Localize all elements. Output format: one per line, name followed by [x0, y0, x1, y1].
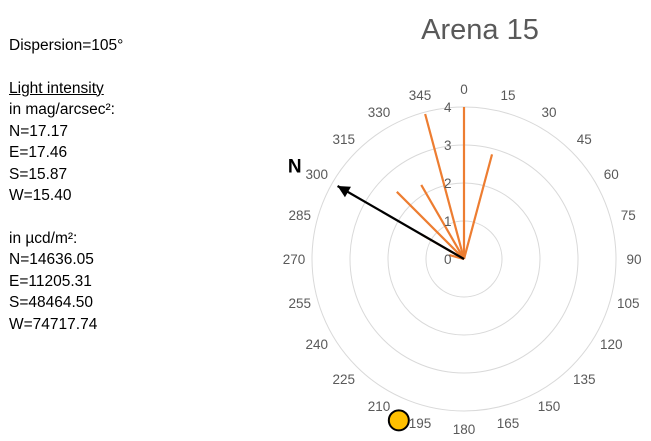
- angle-tick-285: 285: [289, 208, 312, 223]
- angle-tick-150: 150: [538, 399, 561, 414]
- spoke-315: [396, 191, 465, 260]
- angle-tick-45: 45: [577, 132, 592, 147]
- angle-tick-315: 315: [333, 132, 356, 147]
- angle-tick-165: 165: [497, 416, 520, 431]
- angle-tick-345: 345: [409, 88, 432, 103]
- angle-tick-330: 330: [368, 105, 391, 120]
- angle-tick-30: 30: [541, 105, 556, 120]
- radial-tick-3: 3: [444, 138, 452, 153]
- north-label: N: [288, 157, 302, 178]
- ucd-value-n: N=14636.05: [9, 251, 94, 268]
- north-arrow: N: [288, 157, 465, 260]
- angle-tick-15: 15: [500, 88, 515, 103]
- angle-tick-210: 210: [368, 399, 391, 414]
- north-arrow-head: [337, 186, 351, 198]
- radial-ticks: 0 1 2 3 4: [444, 100, 452, 267]
- angle-tick-270: 270: [283, 252, 306, 267]
- angle-tick-195: 195: [409, 416, 432, 431]
- ucd-value-s: S=48464.50: [9, 294, 94, 311]
- dispersion-text: Dispersion=105°: [9, 37, 124, 54]
- radial-tick-0: 0: [444, 252, 452, 267]
- angle-tick-225: 225: [333, 372, 356, 387]
- mag-value-w: W=15.40: [9, 187, 72, 204]
- ucd-unit-line: in µcd/m²:: [9, 229, 78, 247]
- sun-marker: [387, 409, 410, 432]
- spoke-330: [420, 184, 465, 260]
- spoke-345: [424, 113, 466, 260]
- angle-tick-300: 300: [306, 167, 329, 182]
- angle-tick-120: 120: [600, 337, 623, 352]
- ucd-value-w: W=74717.74: [9, 315, 98, 333]
- mag-value-s: S=15.87: [9, 165, 68, 183]
- mag-value-e: E=17.46: [9, 144, 68, 161]
- angle-tick-240: 240: [306, 337, 329, 352]
- angle-tick-0: 0: [460, 82, 468, 97]
- angle-tick-105: 105: [617, 296, 640, 311]
- spoke-15: [462, 154, 494, 260]
- angle-tick-60: 60: [604, 167, 619, 182]
- sun-marker-group: [387, 409, 410, 432]
- angle-tick-90: 90: [626, 252, 641, 267]
- angle-tick-255: 255: [289, 296, 312, 311]
- angle-tick-135: 135: [573, 372, 596, 387]
- spokes-group: [396, 107, 494, 261]
- mag-unit-line: in mag/arcsec²:: [9, 101, 115, 118]
- mag-value-n: N=17.17: [9, 122, 69, 140]
- ucd-value-e: E=11205.31: [9, 272, 92, 290]
- angle-tick-75: 75: [621, 208, 636, 223]
- radial-tick-2: 2: [444, 176, 452, 191]
- north-arrow-line: [337, 185, 465, 260]
- light-intensity-heading: Light intensity: [9, 79, 104, 97]
- chart-title: Arena 15: [421, 14, 539, 46]
- angle-tick-180: 180: [453, 422, 476, 437]
- radial-tick-1: 1: [444, 214, 452, 229]
- info-panel: Dispersion=105° Light intensity in mag/a…: [9, 35, 123, 335]
- angular-ticks: 0 153045607590105120135150165180195210225…: [283, 82, 642, 437]
- radial-tick-4: 4: [444, 100, 452, 115]
